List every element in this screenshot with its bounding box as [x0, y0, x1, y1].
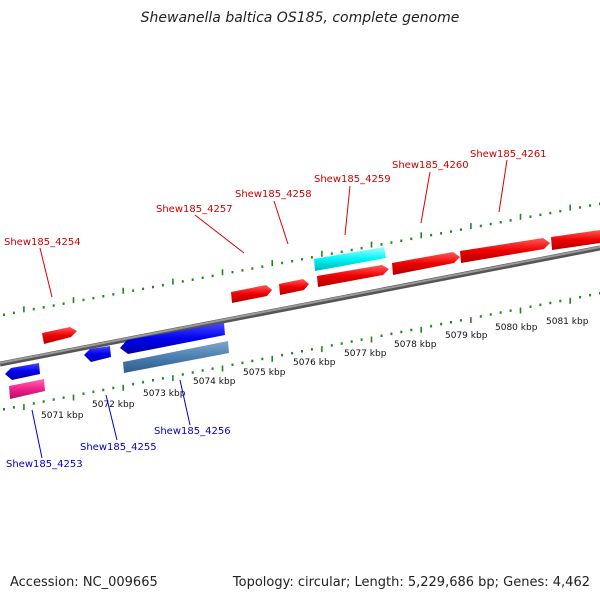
gene-label-forward[interactable]: Shew185_4260	[392, 160, 469, 171]
gene-arrow-forward[interactable]	[317, 265, 389, 287]
gene-arrow-forward[interactable]	[460, 238, 550, 263]
tick-label: 5071 kbp	[41, 411, 84, 421]
gene-arrow-forward[interactable]	[279, 279, 309, 295]
genome-backbone-highlight	[0, 246, 600, 364]
callout-line	[498, 159, 508, 213]
tick-label: 5073 kbp	[143, 389, 186, 399]
gene-label-reverse[interactable]: Shew185_4256	[154, 426, 231, 437]
gene-label-reverse[interactable]: Shew185_4253	[6, 459, 83, 470]
gene-label-forward[interactable]: Shew185_4261	[470, 149, 547, 160]
gene-arrow-forward[interactable]	[551, 230, 600, 250]
feature-magenta[interactable]	[9, 379, 45, 399]
tick-label: 5078 kbp	[394, 340, 437, 350]
callout-line	[194, 214, 245, 254]
gene-arrow-reverse[interactable]	[120, 323, 225, 354]
map-title: Shewanella baltica OS185, complete genom…	[140, 10, 460, 26]
feature-steel[interactable]	[123, 341, 229, 373]
callout-line	[273, 200, 289, 245]
tick-label: 5074 kbp	[193, 377, 236, 387]
callout-line	[420, 171, 431, 224]
tick-label: 5077 kbp	[344, 349, 387, 359]
genome-summary: Topology: circular; Length: 5,229,686 bp…	[232, 575, 590, 590]
gene-label-forward[interactable]: Shew185_4258	[235, 189, 312, 200]
tick-label: 5081 kbp	[546, 317, 589, 327]
gene-label-reverse[interactable]: Shew185_4255	[80, 442, 157, 453]
callout-line	[179, 379, 191, 426]
callout-line	[31, 409, 43, 459]
gene-arrow-reverse[interactable]	[5, 363, 40, 380]
gene-arrow-forward[interactable]	[392, 252, 460, 275]
gene-label-forward[interactable]: Shew185_4254	[4, 237, 81, 248]
forward-callouts	[39, 159, 508, 298]
lower-tick-rail	[3, 292, 600, 411]
tick-label: 5072 kbp	[92, 400, 135, 410]
tick-label: 5079 kbp	[445, 331, 488, 341]
tick-label: 5075 kbp	[243, 368, 286, 378]
upper-tick-rail	[3, 202, 600, 316]
gene-arrow-forward[interactable]	[42, 327, 77, 344]
gene-arrow-forward[interactable]	[231, 285, 272, 303]
tick-label: 5080 kbp	[495, 323, 538, 333]
gene-label-forward[interactable]: Shew185_4257	[156, 204, 233, 215]
reverse-callouts	[31, 379, 191, 459]
accession-text: Accession: NC_009665	[10, 575, 158, 590]
callout-line	[39, 247, 53, 298]
gene-arrow-reverse[interactable]	[84, 346, 111, 362]
callout-line	[344, 185, 351, 236]
callout-line	[105, 394, 118, 441]
tick-label: 5076 kbp	[293, 358, 336, 368]
feature-cyan[interactable]	[314, 247, 386, 271]
gene-label-forward[interactable]: Shew185_4259	[314, 174, 391, 185]
tick-labels: 5071 kbp 5072 kbp 5073 kbp 5074 kbp 5075…	[41, 317, 589, 421]
